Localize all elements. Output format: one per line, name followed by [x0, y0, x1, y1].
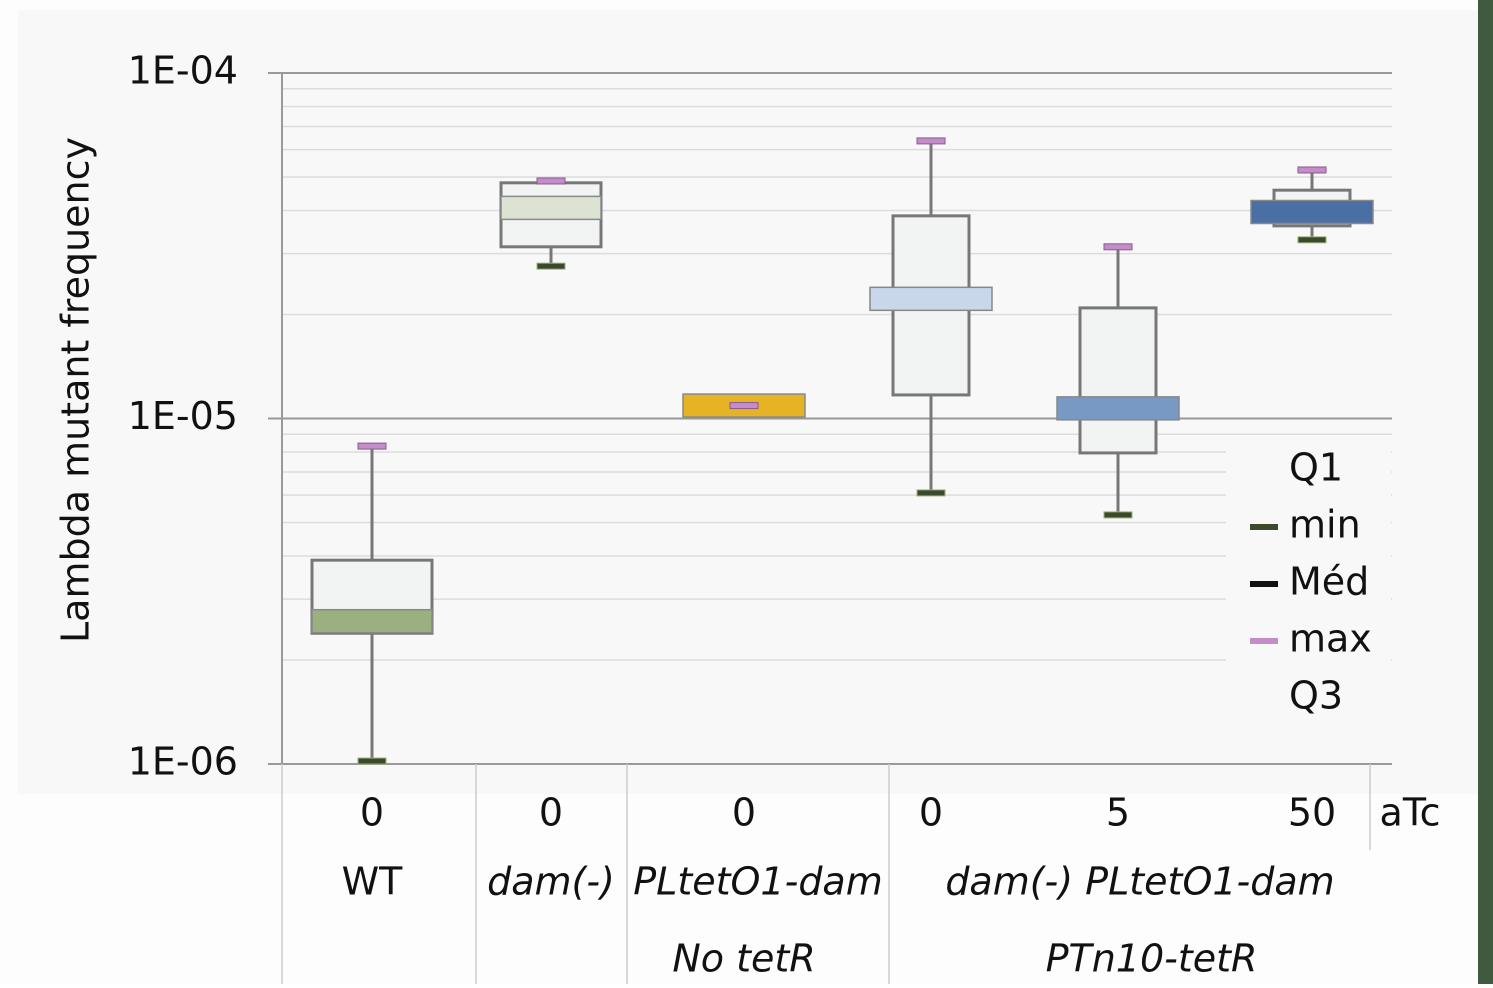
x-tick-label: 0: [732, 791, 756, 835]
min-marker: [357, 757, 387, 765]
max-marker: [536, 177, 566, 185]
x-tick-label: 50: [1288, 791, 1336, 835]
max-marker: [729, 402, 759, 410]
box-group: [869, 137, 993, 497]
min-marker: [1103, 511, 1133, 519]
box-group: [682, 393, 806, 418]
legend-label: max: [1289, 617, 1372, 661]
y-tick-label: 1E-06: [128, 740, 238, 784]
min-marker: [916, 489, 946, 497]
group-label: WT: [342, 860, 404, 904]
y-tick-label: 1E-04: [128, 49, 238, 93]
box-group: [1250, 166, 1374, 244]
median: [869, 286, 993, 312]
box: [1078, 306, 1158, 455]
min-marker: [536, 262, 566, 270]
median: [500, 195, 602, 221]
box-group: [310, 442, 434, 765]
legend-swatch: [1250, 638, 1278, 644]
x-tick-label: 0: [919, 791, 943, 835]
legend-label: Q1: [1289, 446, 1343, 490]
median: [1250, 199, 1374, 225]
legend-label: min: [1289, 503, 1361, 547]
max-marker: [1297, 166, 1327, 174]
right-border: [1478, 0, 1493, 984]
x-tick-label: 0: [360, 791, 384, 835]
legend-label: Méd: [1289, 560, 1369, 604]
x-tick-label: 0: [539, 791, 563, 835]
group-label: PLtetO1-dam: [633, 860, 883, 904]
group-label: dam(-): [487, 860, 615, 904]
subgroup-label: No tetR: [672, 937, 815, 981]
max-marker: [916, 137, 946, 145]
x-tick-label: 5: [1106, 791, 1130, 835]
median: [1056, 396, 1180, 421]
legend-swatch: [1250, 524, 1278, 530]
min-marker: [1297, 236, 1327, 244]
y-tick-label: 1E-05: [128, 394, 238, 438]
legend-swatch: [1250, 581, 1278, 587]
max-marker: [1103, 243, 1133, 251]
max-marker: [357, 442, 387, 450]
median: [311, 608, 433, 634]
legend-label: Q3: [1289, 674, 1343, 718]
y-axis-label: Lambda mutant frequency: [54, 137, 98, 643]
box-group: [1056, 243, 1180, 519]
box-group: [499, 177, 603, 270]
subgroup-label: PTn10-tetR: [1046, 937, 1258, 981]
group-label: dam(-) PLtetO1-dam: [945, 860, 1334, 904]
category-axis-label: aTc: [1380, 791, 1441, 835]
